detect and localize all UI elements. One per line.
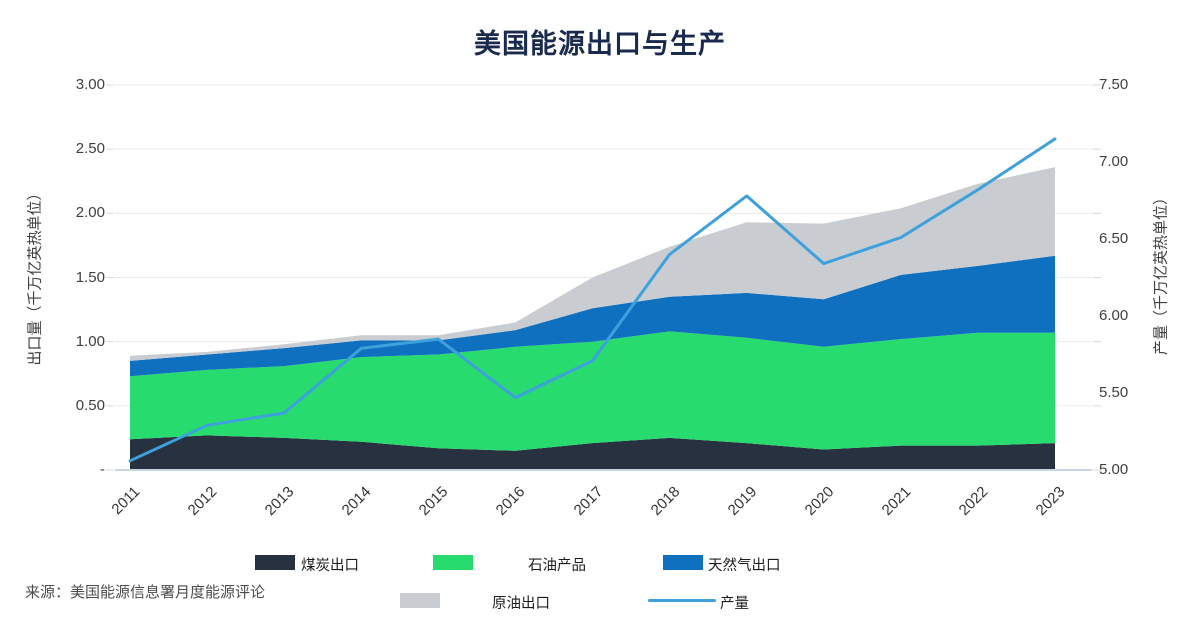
source-note: 来源：美国能源信息署月度能源评论: [25, 584, 266, 601]
area-petroleum_products: [130, 331, 1055, 451]
line-production: [128, 137, 1057, 463]
legend-swatch-crude_oil: [400, 593, 440, 608]
left-axis-tick: 0.50: [75, 396, 105, 414]
left-axis-tick: 2.00: [75, 204, 105, 222]
legend-label-natural_gas: 天然气出口: [708, 558, 781, 574]
left-axis-tick: 1.00: [75, 332, 105, 350]
legend-swatch-natural_gas: [663, 555, 703, 570]
right-axis-tick: 7.50: [1099, 76, 1129, 93]
area-natural_gas: [130, 255, 1055, 377]
legend-label-crude_oil: 原油出口: [492, 596, 550, 612]
area-coal: [130, 435, 1055, 470]
chart-title: 美国能源出口与生产: [474, 29, 726, 59]
right-axis-tick: 5.00: [1099, 461, 1129, 478]
right-axis-title: 产量（千万亿英热单位）: [1152, 190, 1170, 356]
left-axis-tick: 2.50: [75, 140, 105, 158]
left-axis-tick: 1.50: [75, 268, 105, 286]
left-axis-tick: -: [100, 461, 105, 478]
legend-swatch-production: [648, 599, 716, 602]
right-axis-tick: 5.50: [1099, 384, 1129, 401]
right-axis-tick: 6.50: [1099, 230, 1129, 247]
legend-label-petroleum_products: 石油产品: [528, 558, 586, 574]
legend-label-coal: 煤炭出口: [301, 558, 359, 574]
left-axis-tick: 3.00: [75, 76, 105, 93]
right-axis-tick: 6.00: [1099, 307, 1129, 324]
left-axis-title: 出口量（千万亿英热单位）: [26, 185, 44, 366]
legend-swatch-coal: [255, 555, 295, 570]
area-crude_oil: [130, 167, 1055, 361]
right-axis-tick: 7.00: [1099, 153, 1129, 170]
legend-swatch-petroleum_products: [433, 555, 473, 570]
legend-label-production: 产量: [720, 596, 749, 612]
